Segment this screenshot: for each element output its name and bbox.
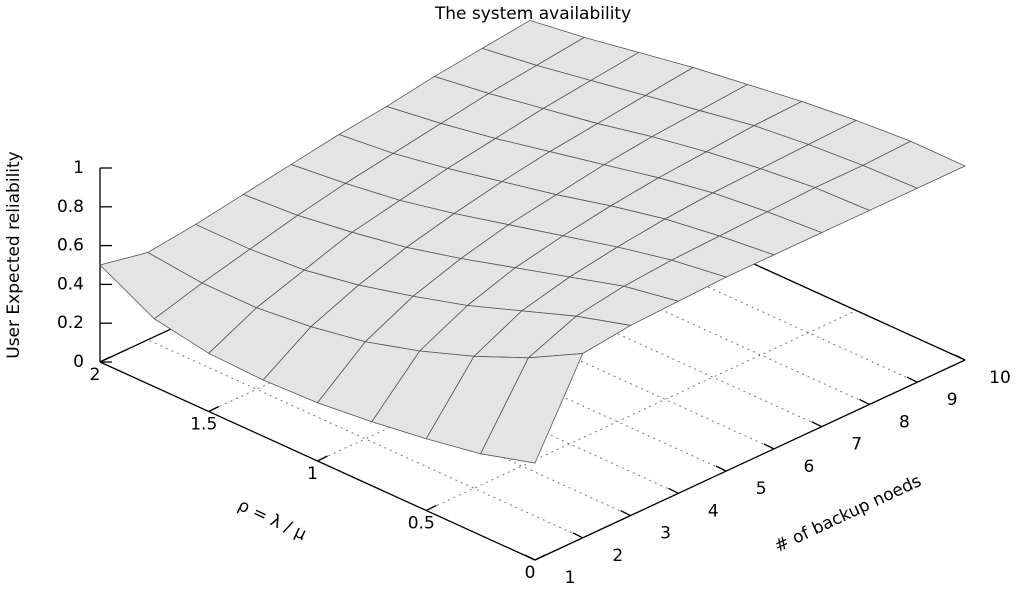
x-tick-label: 1 [565, 568, 576, 588]
tick-mark [317, 455, 328, 462]
grid-line [243, 294, 679, 494]
x-tick-label: 3 [660, 524, 671, 544]
tick-mark [811, 421, 822, 428]
tick-mark [208, 405, 220, 413]
tick-mark [763, 443, 775, 450]
x-tick-label: 8 [899, 412, 910, 432]
chart-title: The system availability [434, 4, 631, 24]
grid-line [386, 228, 822, 428]
z-tick-label: 0.8 [57, 197, 84, 217]
surface-patch [480, 353, 584, 464]
tick-mark [524, 554, 536, 561]
grid-line [317, 260, 748, 462]
tick-mark [620, 509, 631, 517]
y-tick-label: 0.5 [408, 514, 435, 534]
grid-line [426, 310, 857, 511]
z-axis-label: User Expected reliability [4, 151, 24, 359]
x-tick-label: 7 [851, 435, 862, 455]
grid-line [195, 317, 631, 517]
tick-mark [99, 356, 111, 363]
x-tick-label: 4 [708, 501, 719, 521]
y-tick-label: 2 [90, 365, 101, 385]
x-tick-label: 6 [803, 457, 814, 477]
y-axis-label: ρ = λ / μ [235, 495, 310, 544]
z-tick-label: 1 [73, 158, 84, 178]
grid-line [338, 250, 775, 450]
tick-mark [425, 504, 437, 512]
tick-mark [859, 398, 870, 406]
y-tick-label: 0 [525, 563, 536, 583]
tick-mark [715, 465, 727, 472]
tick-mark [954, 354, 966, 361]
x-tick-label: 9 [947, 390, 958, 410]
z-tick-label: 0.6 [57, 236, 84, 256]
axis-line [534, 359, 966, 561]
x-tick-label: 10 [989, 368, 1011, 388]
x-tick-label: 5 [756, 479, 767, 499]
grid-line [482, 183, 918, 383]
z-tick-label: 0.4 [57, 274, 84, 294]
tick-mark [572, 532, 584, 539]
z-tick-label: 0.2 [57, 313, 84, 333]
grid-line [434, 205, 870, 405]
grid-line [290, 272, 727, 472]
y-tick-label: 1.5 [190, 415, 217, 435]
y-tick-label: 1 [307, 464, 318, 484]
x-tick-label: 2 [612, 546, 623, 566]
tick-mark [534, 554, 546, 561]
z-tick-label: 0 [73, 352, 84, 372]
tick-mark [668, 487, 679, 494]
x-axis-label: # of backup noeds [771, 471, 924, 557]
tick-mark [906, 376, 918, 383]
grid-line [147, 339, 583, 539]
